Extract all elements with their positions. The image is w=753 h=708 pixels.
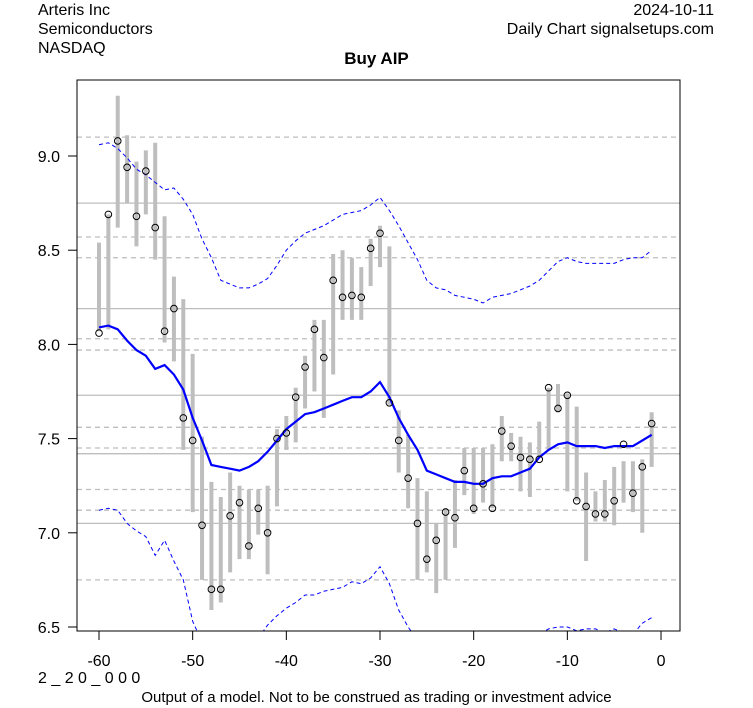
close-point — [338, 293, 347, 302]
close-point — [441, 508, 450, 516]
close-point — [348, 291, 356, 300]
close-point — [591, 510, 600, 518]
close-point — [198, 521, 206, 530]
y-tick-label: 7.5 — [38, 432, 60, 449]
close-point — [160, 327, 169, 336]
close-point — [216, 585, 225, 594]
close-point — [535, 455, 544, 464]
close-point — [497, 427, 506, 435]
close-point — [460, 466, 469, 475]
close-point — [638, 463, 647, 471]
close-point — [254, 504, 263, 513]
close-point — [601, 510, 609, 518]
indicator-lines — [98, 142, 653, 631]
x-tick-label: -50 — [181, 653, 204, 670]
close-point — [507, 442, 515, 450]
close-point — [451, 513, 459, 522]
close-point — [413, 519, 422, 528]
close-point — [563, 391, 572, 400]
close-point — [488, 504, 497, 513]
model-code: 2 _ 2 0 _ 0 0 0 — [38, 670, 141, 687]
close-point — [291, 393, 300, 401]
close-point — [142, 167, 150, 175]
plot-frame — [76, 79, 681, 632]
close-point — [376, 229, 384, 238]
y-tick-label: 8.5 — [38, 243, 60, 260]
close-point — [619, 440, 628, 449]
close-point — [404, 474, 412, 482]
disclaimer: Output of a model. Not to be construed a… — [141, 689, 612, 706]
close-point — [188, 436, 197, 445]
chart-date: 2024-10-11 — [633, 2, 714, 19]
close-point — [479, 480, 487, 488]
close-point — [263, 529, 272, 537]
level-lines — [77, 136, 680, 581]
close-point — [310, 325, 319, 334]
close-point — [320, 353, 328, 362]
lower-band-line — [98, 507, 652, 631]
close-point — [235, 498, 244, 507]
y-tick-label: 9.0 — [38, 149, 60, 166]
x-tick-label: 0 — [657, 653, 666, 670]
chart-source: Daily Chart signalsetups.com — [506, 21, 714, 38]
x-tick-label: -40 — [275, 653, 298, 670]
close-point — [394, 436, 403, 445]
close-point — [151, 223, 160, 232]
axes: -60 -50 -40 -30 -20 -10 0 6.5 7.0 7.5 8.0 8.5 9.0 — [38, 149, 666, 670]
close-point — [282, 429, 291, 437]
close-point — [582, 502, 590, 511]
close-point — [95, 329, 103, 337]
y-tick-label: 6.5 — [38, 620, 60, 637]
moving-average-line — [98, 324, 653, 485]
x-tick-label: -20 — [462, 653, 485, 670]
close-point — [170, 304, 178, 313]
close-point — [647, 419, 656, 428]
close-point — [207, 585, 216, 594]
close-point — [226, 512, 234, 520]
close-point — [301, 363, 309, 371]
close-points — [95, 137, 656, 594]
close-point — [132, 212, 141, 221]
close-point — [245, 542, 253, 550]
close-point — [544, 383, 553, 392]
x-tick-label: -60 — [87, 653, 110, 670]
close-point — [432, 536, 441, 545]
range-bars — [97, 95, 654, 611]
close-point — [113, 137, 122, 145]
close-point — [104, 210, 113, 219]
close-point — [554, 404, 562, 413]
y-tick-label: 7.0 — [38, 526, 60, 543]
chart-title: Buy AIP — [344, 49, 409, 68]
close-point — [179, 414, 188, 422]
x-tick-label: -10 — [556, 653, 579, 670]
x-tick-label: -30 — [368, 653, 391, 670]
close-point — [469, 504, 478, 513]
close-point — [572, 496, 581, 505]
close-point — [329, 276, 337, 285]
close-point — [366, 244, 375, 253]
close-point — [423, 555, 431, 563]
exchange-label: NASDAQ — [38, 40, 106, 57]
close-point — [385, 399, 394, 407]
close-point — [526, 455, 534, 464]
upper-band-line — [98, 142, 653, 304]
close-point — [610, 496, 618, 505]
close-point — [273, 434, 281, 443]
y-tick-label: 8.0 — [38, 337, 60, 354]
close-point — [357, 293, 366, 302]
close-point — [123, 163, 131, 172]
close-point — [516, 453, 525, 462]
company-name: Arteris Inc — [38, 2, 111, 19]
sector-label: Semiconductors — [38, 21, 153, 38]
close-point — [629, 489, 637, 498]
